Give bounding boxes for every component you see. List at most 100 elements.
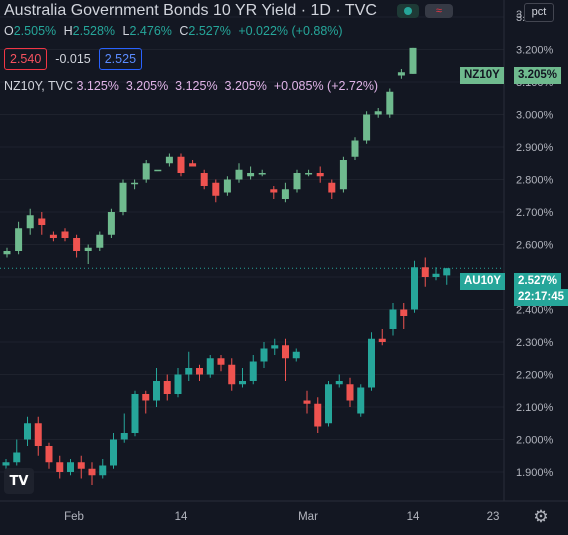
candle-body [305, 173, 313, 175]
candle-body [271, 345, 279, 349]
low-value: 2.476% [129, 24, 172, 38]
candle-body [174, 374, 182, 394]
candle-body [77, 462, 85, 469]
compare-symbol-row[interactable]: NZ10Y, TVC 3.125% 3.205% 3.125% 3.205% +… [4, 79, 378, 93]
candle-body [200, 173, 208, 186]
candle-body [397, 72, 405, 76]
nz10y-price-tag: 3.205% [514, 67, 562, 84]
open-value: 2.505% [13, 24, 57, 38]
candle-body [15, 228, 23, 251]
candle-body [67, 462, 74, 472]
candle-body [293, 173, 301, 190]
y-tick-label: 3.200% [516, 45, 554, 57]
open-key: O [4, 24, 14, 38]
scale-mode-button[interactable]: pct [524, 3, 554, 22]
candle-body [386, 91, 394, 115]
candle-body [185, 368, 193, 375]
candle-body [346, 384, 354, 401]
candle-body [389, 309, 397, 329]
candle-body [131, 394, 139, 433]
candle-body [131, 182, 139, 185]
candle-body [142, 163, 150, 180]
candle-body [61, 231, 69, 238]
candle-body [260, 348, 268, 362]
candle-body [223, 179, 231, 193]
high-value: 2.528% [72, 24, 116, 38]
candle-body [374, 111, 382, 115]
y-tick-label: 2.300% [516, 337, 554, 349]
market-status-icon[interactable] [396, 4, 419, 18]
spread-value: -0.015 [55, 52, 91, 66]
ask-button[interactable]: 2.525 [98, 48, 143, 70]
candle-body [328, 182, 336, 193]
candle-body [292, 351, 300, 359]
candle-body [235, 169, 243, 180]
candle-body [49, 234, 57, 238]
symbol-title-row[interactable]: Australia Government Bonds 10 YR Yield ·… [4, 2, 453, 20]
au10y-candles [2, 257, 451, 485]
y-tick-label: 2.800% [516, 175, 554, 187]
candle-body [335, 381, 343, 385]
status-dot-icon [403, 7, 412, 15]
candle-body [26, 215, 34, 229]
candle-body [38, 218, 46, 225]
price-axis-clipped-label: 3. [516, 9, 525, 21]
candle-body [303, 400, 311, 404]
nz10y-candles [3, 47, 417, 264]
y-tick-label: 2.000% [516, 435, 554, 447]
y-tick-label: 2.700% [516, 207, 554, 219]
candle-body [316, 173, 324, 177]
candle-body [314, 403, 322, 427]
y-tick-label: 2.600% [516, 240, 554, 252]
y-tick-label: 3.000% [516, 110, 554, 122]
red-status-icon[interactable]: ≈ [424, 4, 453, 18]
candle-body [363, 114, 371, 141]
x-tick-label: 14 [175, 511, 188, 523]
candle-body [239, 381, 246, 385]
candle-body [443, 268, 451, 276]
candle-body [99, 465, 107, 476]
symbol-title[interactable]: Australia Government Bonds 10 YR Yield ·… [4, 2, 377, 19]
candle-body [400, 309, 408, 316]
candle-body [282, 345, 289, 359]
y-tick-label: 2.100% [516, 402, 554, 414]
candle-body [165, 156, 173, 164]
compare-symbol-name[interactable]: NZ10Y, TVC [4, 79, 74, 93]
candle-body [212, 182, 220, 196]
candle-body [258, 173, 266, 175]
nz10y-series-label: NZ10Y [460, 67, 504, 84]
candle-body [13, 452, 21, 463]
candle-body [196, 368, 203, 375]
candle-body [84, 247, 92, 251]
candle-body [96, 234, 104, 248]
candle-body [339, 160, 347, 190]
high-key: H [63, 24, 73, 38]
settings-icon[interactable]: ⚙ [533, 507, 549, 526]
candle-body [3, 251, 11, 255]
candle-body [270, 189, 278, 193]
grid-lines [0, 16, 504, 473]
close-key: C [179, 24, 189, 38]
compare-symbol-values: 3.125% 3.205% 3.125% 3.205% +0.085% (+2.… [76, 79, 379, 93]
candle-body [421, 267, 429, 277]
candle-body [142, 394, 150, 401]
au10y-series-label: AU10Y [460, 273, 506, 290]
x-tick-label: Mar [298, 511, 318, 523]
candle-body [177, 156, 185, 173]
trade-price-boxes: 2.540 -0.015 2.525 [4, 48, 143, 70]
change-value: +0.022% (+0.88%) [238, 24, 343, 38]
candle-body [88, 468, 96, 476]
candle-body [351, 140, 359, 157]
candle-body [228, 364, 236, 385]
x-tick-label: 23 [487, 511, 500, 523]
candle-body [2, 462, 10, 466]
candle-body [45, 446, 53, 463]
time-axis-labels: Feb 14 Mar 14 23 [64, 511, 499, 523]
candle-body [378, 338, 386, 342]
candle-body [357, 387, 365, 414]
candle-body [217, 358, 225, 365]
candle-body [56, 462, 64, 472]
bid-button[interactable]: 2.540 [4, 48, 48, 70]
price-axis-background[interactable] [504, 0, 568, 535]
tradingview-logo[interactable]: TV [4, 468, 34, 494]
